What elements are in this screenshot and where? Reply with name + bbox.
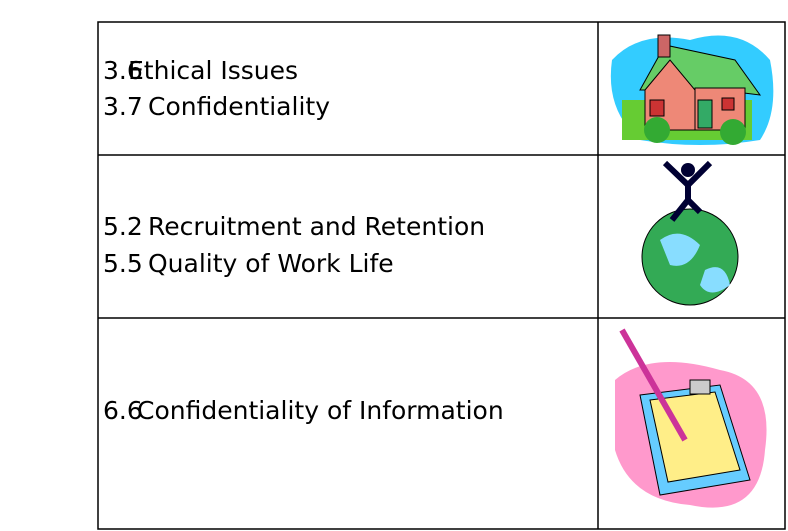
item-number: 5.2 <box>103 212 143 241</box>
item-text: Recruitment and Retention <box>148 212 485 241</box>
item-number: 3.6 <box>103 56 143 85</box>
item-text: Confidentiality of Information <box>137 396 504 425</box>
table-grid <box>97 21 786 530</box>
item-text: Ethical Issues <box>128 56 298 85</box>
clipboard-clipart <box>615 328 767 508</box>
item-text: Confidentiality <box>148 92 330 121</box>
globe-clipart <box>641 160 739 306</box>
item-text: Quality of Work Life <box>148 249 394 278</box>
house-clipart <box>610 34 774 145</box>
item-number: 3.7 <box>103 92 143 121</box>
item-number: 6.6 <box>103 396 143 425</box>
item-number: 5.5 <box>103 249 143 278</box>
